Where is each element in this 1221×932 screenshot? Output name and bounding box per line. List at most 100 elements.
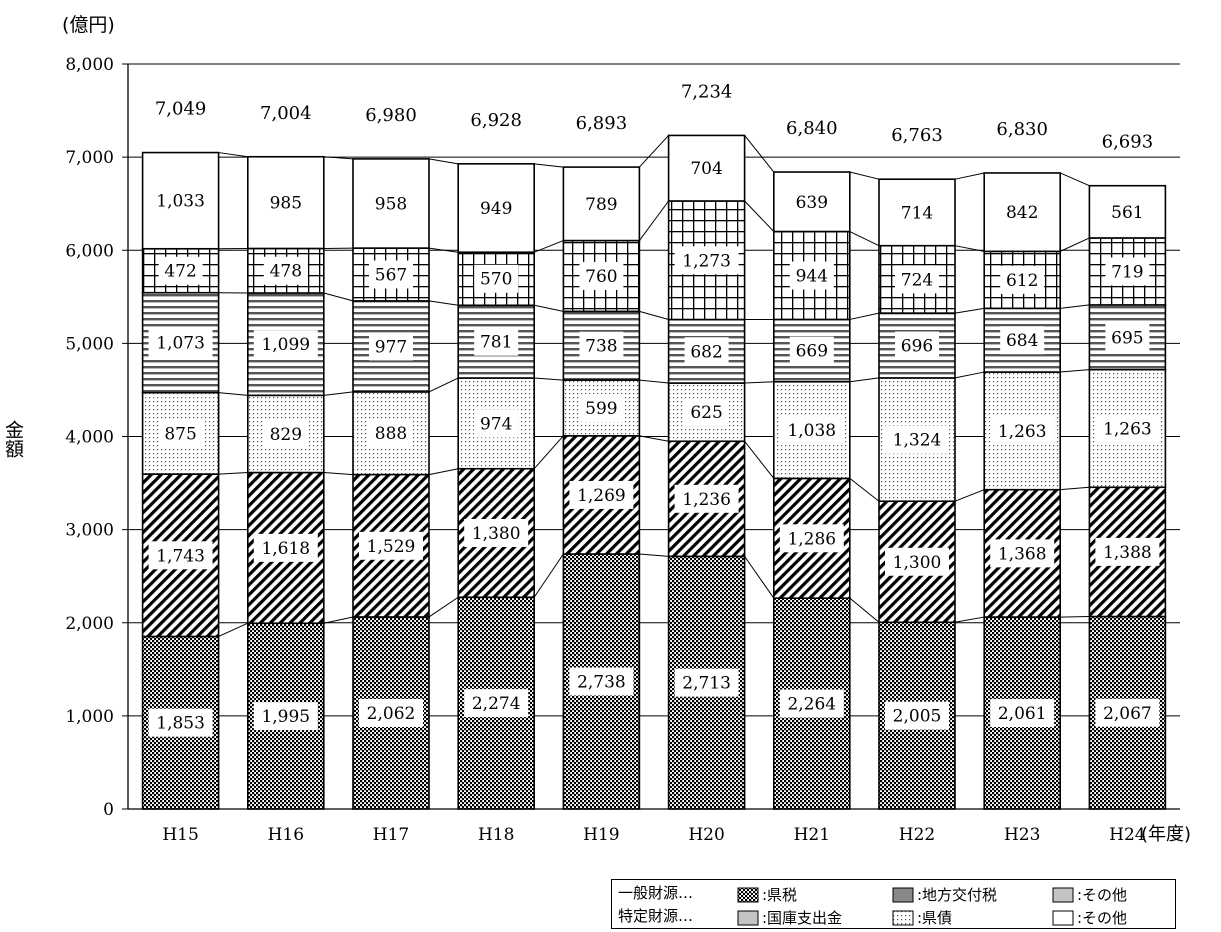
stacked-bar-chart: 1,853 1,995 2,062 2,274 2,738 2,713 2,264 2,005… [2, 14, 1191, 845]
value-label-box [369, 419, 413, 448]
value-label-box [779, 416, 844, 445]
value-label: 985 [270, 194, 302, 214]
total-label: 7,049 [155, 99, 207, 120]
value-label: 1,073 [156, 334, 205, 354]
value-label-box [369, 332, 413, 361]
value-label-box [253, 533, 318, 562]
value-label-box [579, 189, 624, 218]
x-tick-label: H18 [478, 825, 514, 845]
connector-line [1060, 616, 1090, 618]
connector-line [954, 245, 985, 252]
value-label: 781 [480, 333, 512, 353]
legend-swatch-icon [892, 910, 914, 925]
y-tick-label: 6,000 [65, 241, 114, 261]
value-label-box [474, 194, 519, 223]
connector-line [849, 231, 880, 247]
value-label-box [474, 264, 519, 293]
x-tick-label: H19 [583, 825, 619, 845]
value-label: 958 [375, 195, 407, 215]
value-label: 625 [690, 403, 722, 423]
connector-line [428, 300, 459, 306]
legend-swatch-icon [1052, 910, 1074, 925]
value-label-box [474, 409, 519, 438]
value-label: 2,738 [577, 673, 626, 693]
connector-line [639, 379, 669, 384]
value-label: 1,099 [261, 335, 310, 355]
value-label: 1,529 [367, 537, 416, 557]
x-tick-label: H16 [268, 825, 304, 845]
y-tick-label: 8,000 [65, 55, 114, 75]
value-label-box [464, 689, 529, 718]
connector-line [428, 596, 459, 618]
y-tick-label: 3,000 [65, 521, 114, 541]
connector-line [954, 307, 985, 314]
legend-item-general-other: :その他 [1052, 884, 1127, 905]
value-label-box [779, 524, 844, 553]
value-label-box [369, 260, 413, 289]
value-label-box [569, 480, 634, 509]
connector-line [428, 468, 459, 476]
connector-line [428, 158, 459, 165]
value-label: 567 [375, 266, 407, 286]
value-label-box [263, 419, 308, 448]
value-label-box [885, 701, 949, 730]
value-label: 599 [585, 399, 617, 419]
value-label: 1,236 [682, 490, 731, 510]
connector-line [1060, 486, 1090, 491]
connector-line [744, 440, 775, 479]
total-label: 6,893 [576, 113, 628, 134]
x-tick-label: H15 [162, 825, 198, 845]
connector-line [638, 200, 670, 241]
value-label-box [885, 547, 949, 576]
value-label-box [684, 398, 729, 427]
value-label: 669 [796, 342, 828, 362]
value-label: 2,264 [787, 695, 836, 715]
value-label-box [895, 265, 939, 294]
value-label: 977 [375, 337, 407, 357]
legend-swatch-icon [1052, 887, 1074, 902]
value-label-box [1000, 265, 1045, 294]
value-label: 944 [796, 266, 828, 286]
legend-swatch-icon [892, 887, 914, 902]
value-label-box [789, 336, 834, 365]
connector-line [954, 172, 985, 180]
value-label-box [990, 416, 1055, 445]
legend-item-local-allocation-tax: :地方交付税 [892, 884, 997, 905]
year-suffix: (年度) [1141, 824, 1191, 845]
value-label: 1,368 [998, 544, 1047, 564]
value-label: 1,263 [1103, 419, 1152, 439]
y-tick-label: 2,000 [65, 614, 114, 634]
value-label-box [359, 698, 423, 727]
connector-line [534, 163, 564, 168]
value-label-box [1105, 257, 1150, 286]
value-label: 719 [1111, 262, 1143, 282]
connector-line [849, 377, 880, 383]
y-tick-label: 4,000 [65, 428, 114, 448]
y-tick-label: 7,000 [65, 148, 114, 168]
value-label: 1,388 [1103, 543, 1152, 563]
bar-segment [772, 171, 851, 233]
legend-item-prefectural-bonds: :県債 [892, 907, 952, 928]
value-label-box [569, 667, 634, 696]
connector-line [218, 472, 248, 475]
connector-line [744, 381, 774, 384]
x-tick-label: H17 [373, 825, 409, 845]
legend-swatch-icon [737, 887, 759, 902]
value-label-box [464, 518, 529, 547]
connector-line [639, 310, 669, 321]
value-label: 684 [1006, 331, 1038, 351]
connector-line [849, 478, 880, 502]
legend: 一般財源… 特定財源… :県税 :地方交付税 :その他 :国庫支出金 :県債 :… [611, 879, 1176, 929]
connector-line [218, 392, 248, 396]
connector-line [1060, 304, 1090, 309]
connector-line [744, 200, 775, 232]
value-label-box [674, 246, 739, 275]
value-label-box [1105, 197, 1150, 226]
y-tick-label: 1,000 [65, 707, 114, 727]
value-label: 1,995 [261, 707, 310, 727]
value-label-box [158, 256, 203, 285]
value-label-box [674, 668, 739, 697]
value-label: 789 [585, 195, 617, 215]
value-label: 1,324 [893, 431, 942, 451]
value-label: 696 [901, 337, 933, 357]
